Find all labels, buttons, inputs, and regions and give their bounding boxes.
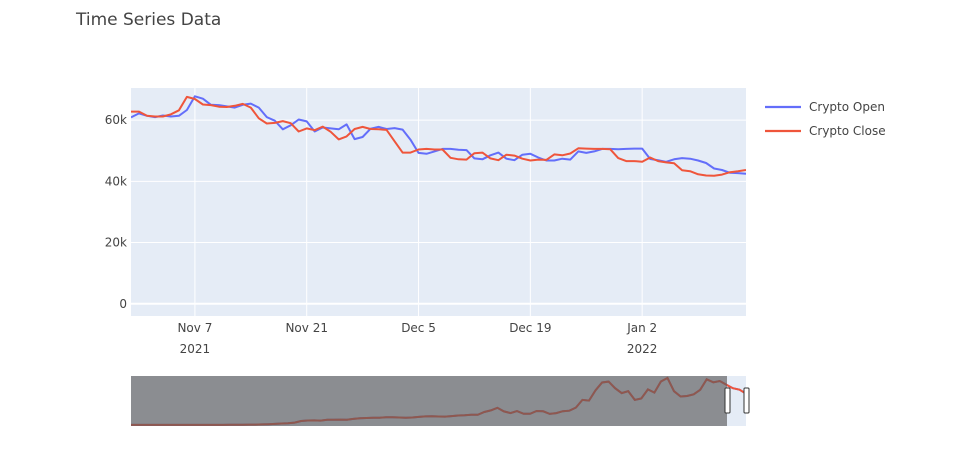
y-tick-label: 60k: [105, 113, 127, 127]
range-slider[interactable]: [131, 376, 750, 426]
x-tick-label: Dec 19: [509, 321, 551, 335]
x-tick-label: Dec 5: [401, 321, 436, 335]
y-tick-label: 20k: [105, 236, 127, 250]
series-line-crypto-close[interactable]: [131, 95, 746, 177]
range-slider-mask: [131, 376, 727, 426]
y-tick-label: 0: [119, 297, 127, 311]
series-lines[interactable]: [131, 95, 746, 177]
grid-lines: [131, 88, 746, 316]
x-tick-year-label: 2022: [627, 342, 658, 356]
x-tick-label: Nov 21: [285, 321, 328, 335]
x-tick-label: Nov 7: [177, 321, 212, 335]
range-slider-left-handle[interactable]: [724, 387, 731, 414]
legend-label: Crypto Open: [809, 100, 885, 114]
x-tick-label: Jan 2: [626, 321, 657, 335]
legend-item[interactable]: Crypto Close: [765, 124, 886, 138]
chart-title: Time Series Data: [75, 10, 221, 30]
y-tick-label: 40k: [105, 174, 127, 188]
range-slider-right-handle[interactable]: [743, 387, 750, 414]
legend[interactable]: Crypto Open Crypto Close: [765, 100, 886, 138]
x-axis: Nov 7 2021 Nov 21 Dec 5 Dec 19 Jan 2 2022: [177, 321, 657, 356]
legend-label: Crypto Close: [809, 124, 886, 138]
x-tick-year-label: 2021: [180, 342, 211, 356]
y-axis: 0 20k 40k 60k: [105, 113, 127, 311]
plot-area[interactable]: [131, 88, 746, 316]
legend-item[interactable]: Crypto Open: [765, 100, 885, 114]
